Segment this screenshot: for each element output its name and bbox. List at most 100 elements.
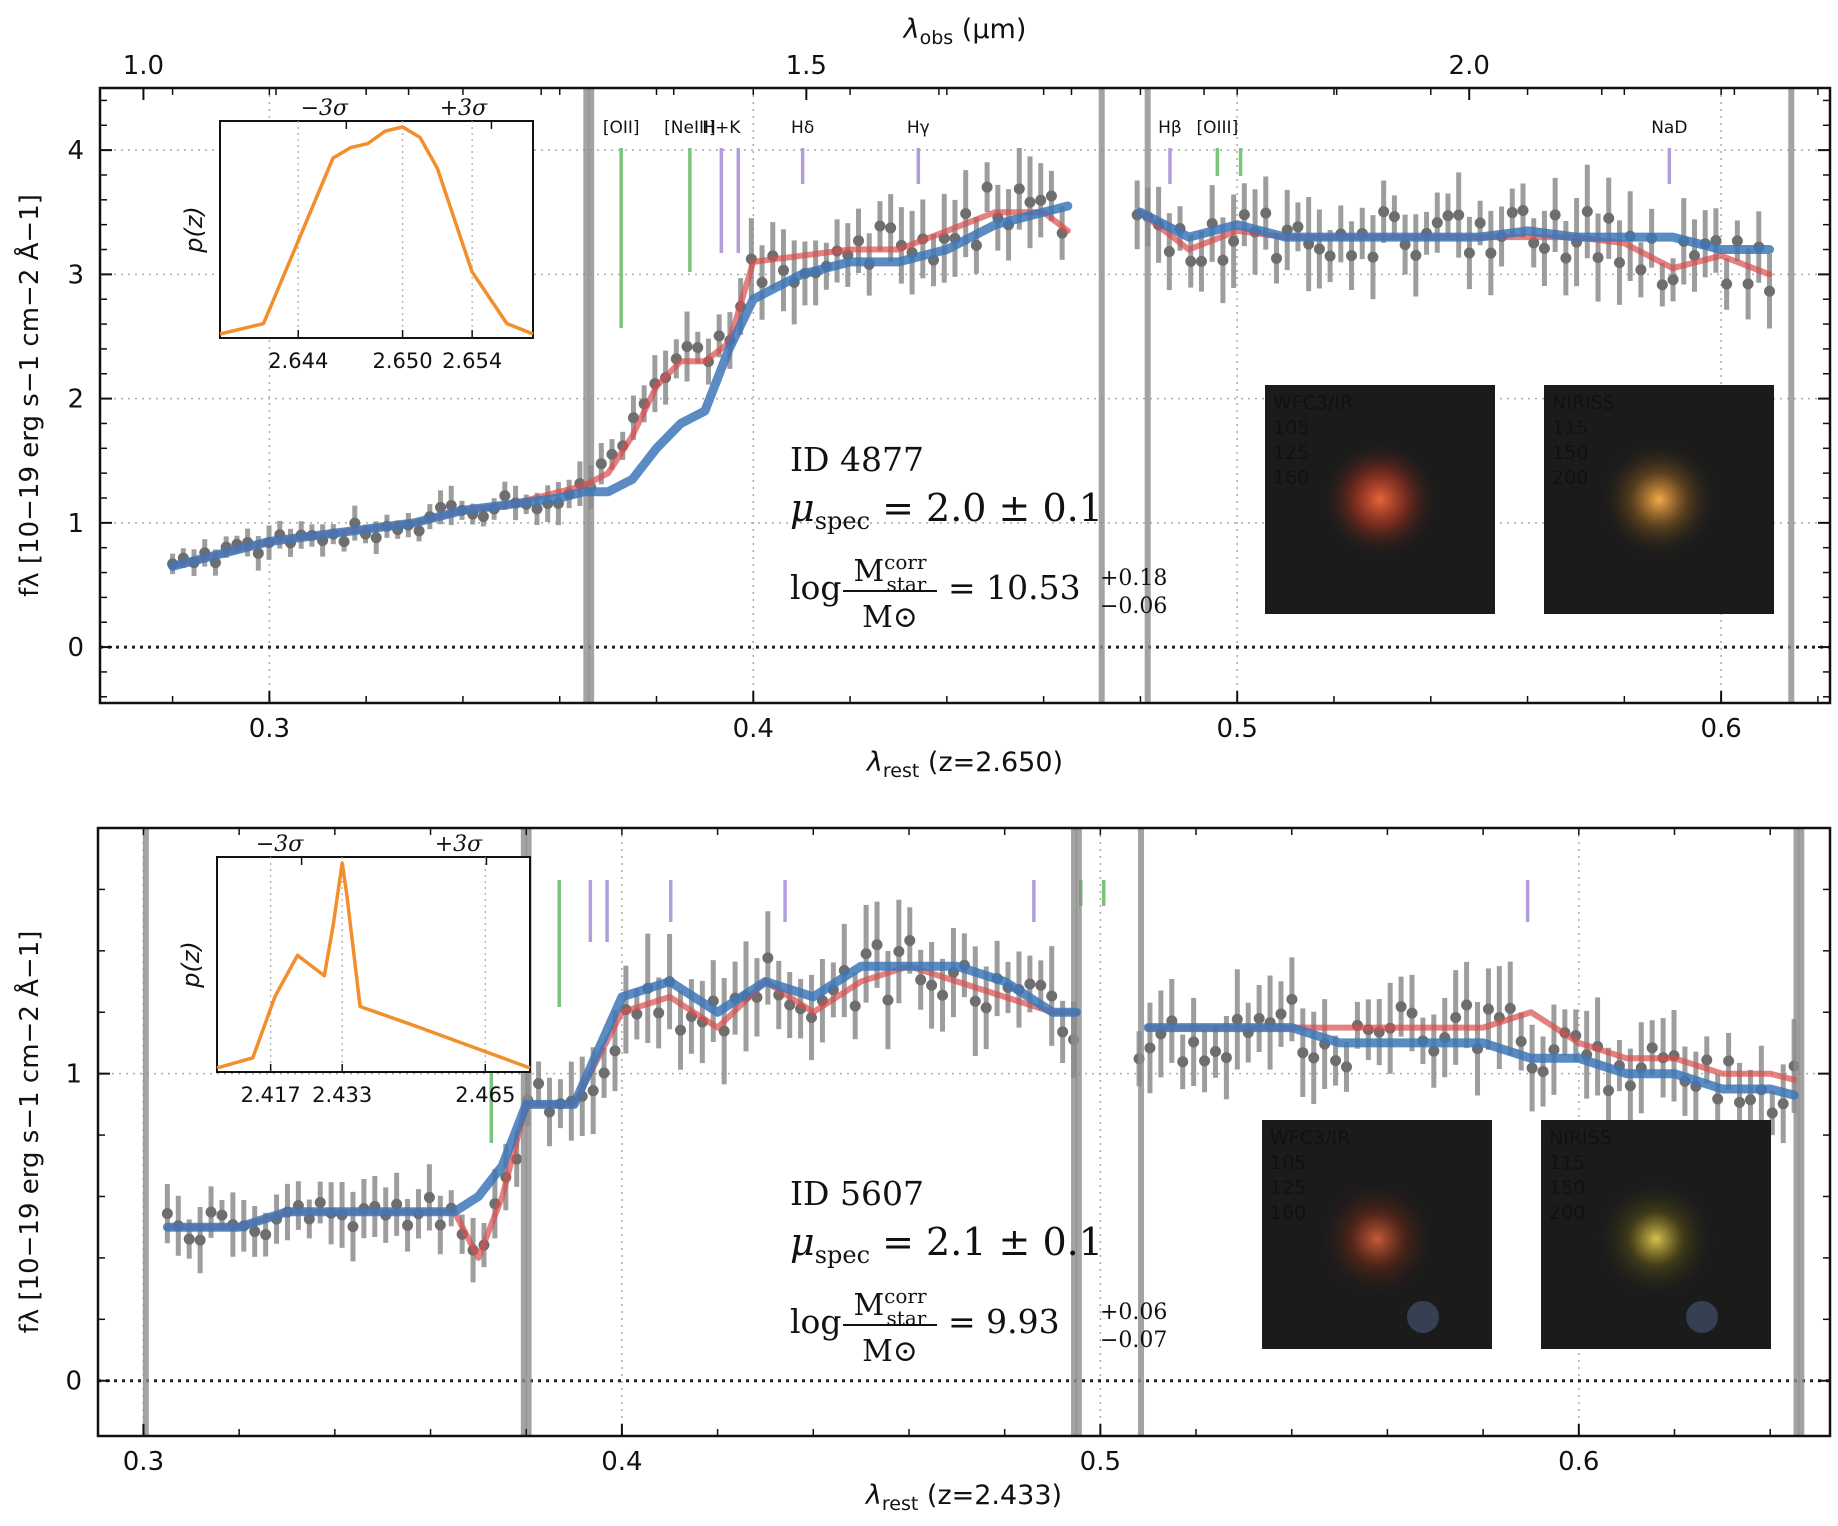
data-point xyxy=(1526,1062,1538,1074)
data-point xyxy=(777,264,789,276)
data-point xyxy=(252,547,264,559)
data-point xyxy=(1035,979,1047,991)
data-point xyxy=(926,979,938,991)
mass-error-upper: +0.18 xyxy=(1100,566,1167,591)
data-point xyxy=(402,1219,414,1231)
model-curve-blue xyxy=(1143,1023,1799,1100)
x-tick-label: 0.5 xyxy=(1080,1447,1121,1477)
data-point xyxy=(1024,196,1036,208)
thumbnail-filter: 105 xyxy=(1273,417,1309,439)
data-point xyxy=(1324,250,1336,262)
data-point xyxy=(1144,1042,1156,1054)
data-point xyxy=(1453,209,1465,221)
data-point xyxy=(1297,1047,1309,1059)
data-point xyxy=(853,235,865,247)
data-point xyxy=(981,181,993,193)
data-point xyxy=(1399,239,1411,251)
data-point xyxy=(314,1196,326,1208)
x-tick-label: 0.5 xyxy=(1217,714,1258,744)
data-point xyxy=(1656,279,1668,291)
x-tick-label: 0.4 xyxy=(601,1447,642,1477)
thumbnail-filter: 200 xyxy=(1549,1202,1585,1224)
data-point xyxy=(692,342,704,354)
data-point xyxy=(1667,274,1679,286)
data-point xyxy=(1177,1056,1189,1068)
y-tick-label: 1 xyxy=(67,509,84,539)
top-tick-label: 2.0 xyxy=(1449,51,1490,81)
thumbnail-filter: 115 xyxy=(1549,1152,1585,1174)
data-point xyxy=(1504,1002,1516,1014)
thumbnail-filter: 200 xyxy=(1552,467,1588,489)
data-point xyxy=(1734,1096,1746,1108)
data-point xyxy=(893,946,905,958)
thumbnail-filter: 150 xyxy=(1549,1177,1585,1199)
thumbnail-filter: 160 xyxy=(1270,1202,1306,1224)
data-point xyxy=(1506,207,1518,219)
data-point xyxy=(1057,1026,1069,1038)
data-point xyxy=(1485,247,1497,259)
data-point xyxy=(1450,1011,1462,1023)
data-point xyxy=(849,1000,861,1012)
data-point xyxy=(980,1002,992,1014)
data-point xyxy=(587,1085,599,1097)
data-point xyxy=(1474,217,1486,229)
x-tick-label: 0.6 xyxy=(1558,1447,1599,1477)
data-point xyxy=(1292,221,1304,233)
thumbnail-filter: 115 xyxy=(1552,417,1588,439)
data-point xyxy=(1330,1055,1342,1067)
data-point xyxy=(860,948,872,960)
thumbnail-filter: 105 xyxy=(1270,1152,1306,1174)
inset-tick-label: 2.433 xyxy=(312,1083,372,1107)
log-prefix: log xyxy=(790,568,842,607)
x-axis-label: λrest (z=2.433) xyxy=(864,1480,1062,1515)
data-point xyxy=(1723,1055,1735,1067)
inset-y-label: p(z) xyxy=(180,206,208,254)
data-point xyxy=(1461,999,1473,1011)
y-axis-label: fλ [10−19 erg s−1 cm−2 Å−1] xyxy=(13,194,45,597)
data-point xyxy=(1431,217,1443,229)
data-point xyxy=(1313,243,1325,255)
data-point xyxy=(1188,1036,1200,1048)
spectral-line-label: Hδ xyxy=(791,118,814,138)
data-point xyxy=(1528,237,1540,249)
spectral-line-label: Hγ xyxy=(907,118,930,138)
data-point xyxy=(1613,257,1625,269)
thumbnail-filter: 160 xyxy=(1273,467,1309,489)
mu-spec: μspec = 2.1 ± 0.1 xyxy=(790,1220,1103,1269)
mass-error-lower: −0.06 xyxy=(1100,594,1167,619)
data-point xyxy=(499,490,511,502)
mass-error-lower: −0.07 xyxy=(1100,1328,1167,1353)
data-point xyxy=(718,1025,730,1037)
data-point xyxy=(1260,207,1272,219)
data-point xyxy=(609,1045,621,1057)
inset-tick-label: 2.650 xyxy=(373,349,433,373)
data-point xyxy=(1764,285,1776,297)
data-point xyxy=(531,503,543,515)
thumbnail-instrument: WFC3/IR xyxy=(1270,1127,1350,1149)
data-point xyxy=(1603,212,1615,224)
spectral-line-label: NaD xyxy=(1651,118,1687,138)
data-point xyxy=(1515,1035,1527,1047)
panel-bottom: 0.3 0.4 0.5 0.6 0 1 λrest (z=2.433) fλ [10−19 e… xyxy=(13,826,1832,1515)
top-tick-label: 1.0 xyxy=(123,51,164,81)
pz-curve xyxy=(216,861,531,1070)
data-point xyxy=(1548,1044,1560,1056)
data-point xyxy=(1367,251,1379,263)
mass-value: = 10.53 xyxy=(948,568,1081,607)
log-prefix: log xyxy=(790,1302,842,1341)
data-point xyxy=(1731,235,1743,247)
data-point xyxy=(249,1225,261,1237)
y-axis-label: fλ [10−19 erg s−1 cm−2 Å−1] xyxy=(13,931,45,1334)
data-point xyxy=(1220,1052,1232,1064)
data-point xyxy=(756,276,768,288)
data-point xyxy=(413,525,425,537)
thumbnail-instrument: NIRISS xyxy=(1552,392,1615,414)
thumbnail-instrument: NIRISS xyxy=(1549,1127,1612,1149)
data-point xyxy=(423,1191,435,1203)
data-point xyxy=(533,1078,545,1090)
data-point xyxy=(1253,1012,1265,1024)
x-tick-label: 0.3 xyxy=(123,1447,164,1477)
data-point xyxy=(1688,250,1700,262)
inset-y-label: p(z) xyxy=(177,941,205,989)
inset-frame xyxy=(219,120,534,339)
